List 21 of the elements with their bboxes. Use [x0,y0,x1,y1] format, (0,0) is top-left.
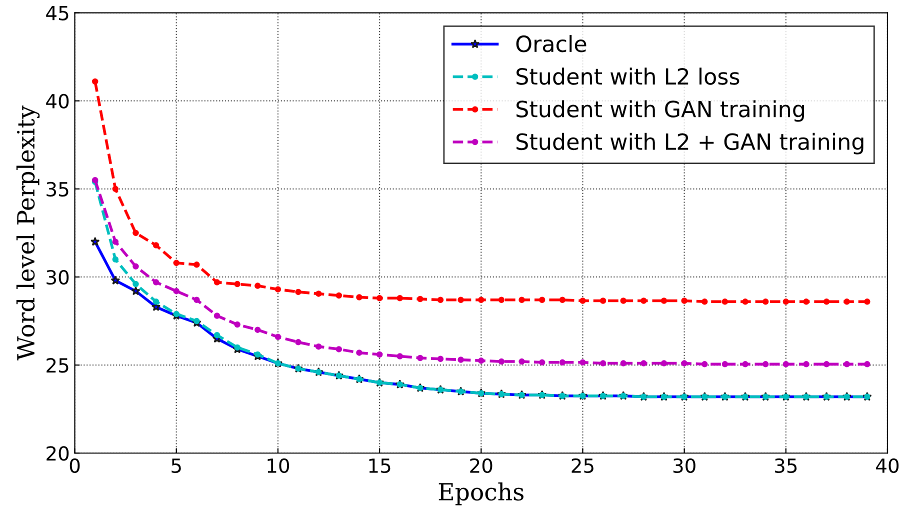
x-tick-label: 10 [268,458,290,474]
y-tick-label: 45 [46,6,68,20]
y-axis-title: Word level Perplexity [16,105,40,360]
legend-label: Student with L2 loss [516,68,740,85]
x-tick-label: 20 [470,458,492,474]
x-tick-label: 5 [172,458,181,474]
x-tick-label: 30 [673,458,696,474]
x-tick-label: 40 [876,458,899,474]
x-axis-title: Epochs [438,482,524,506]
y-tick-label: 40 [46,94,69,109]
legend-label: Student with L2 + GAN training [516,132,864,154]
x-tick-label: 25 [572,458,594,474]
x-tick-label: 15 [369,458,390,474]
y-tick-label: 25 [46,358,68,373]
legend-label: Oracle [516,35,586,52]
x-tick-label: 0 [70,458,80,474]
legend-label: Student with GAN training [516,100,804,122]
y-tick-label: 30 [46,270,69,285]
y-tick-label: 20 [46,446,69,461]
x-tick-label: 35 [775,458,797,474]
y-tick-label: 35 [46,182,68,197]
